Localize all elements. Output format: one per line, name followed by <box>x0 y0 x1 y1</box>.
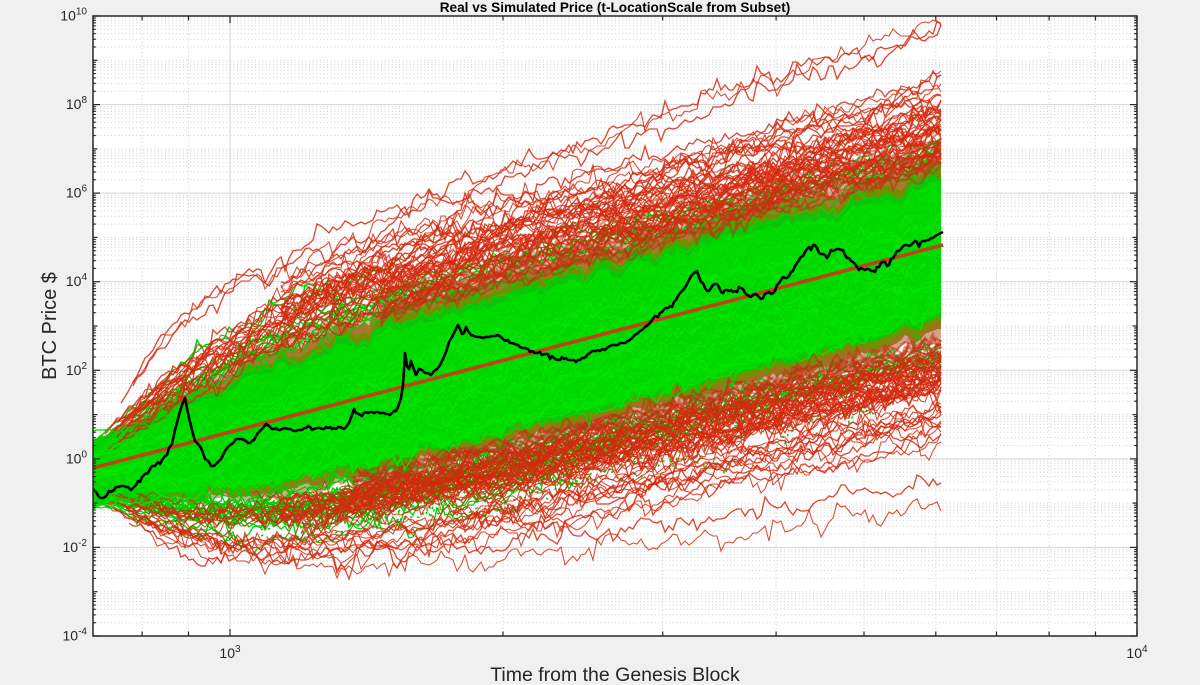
svg-text:Time from the Genesis Block: Time from the Genesis Block <box>490 664 740 685</box>
svg-text:Real vs Simulated Price (t-Loc: Real vs Simulated Price (t-LocationScale… <box>440 0 791 15</box>
svg-text:BTC Price $: BTC Price $ <box>39 272 61 380</box>
